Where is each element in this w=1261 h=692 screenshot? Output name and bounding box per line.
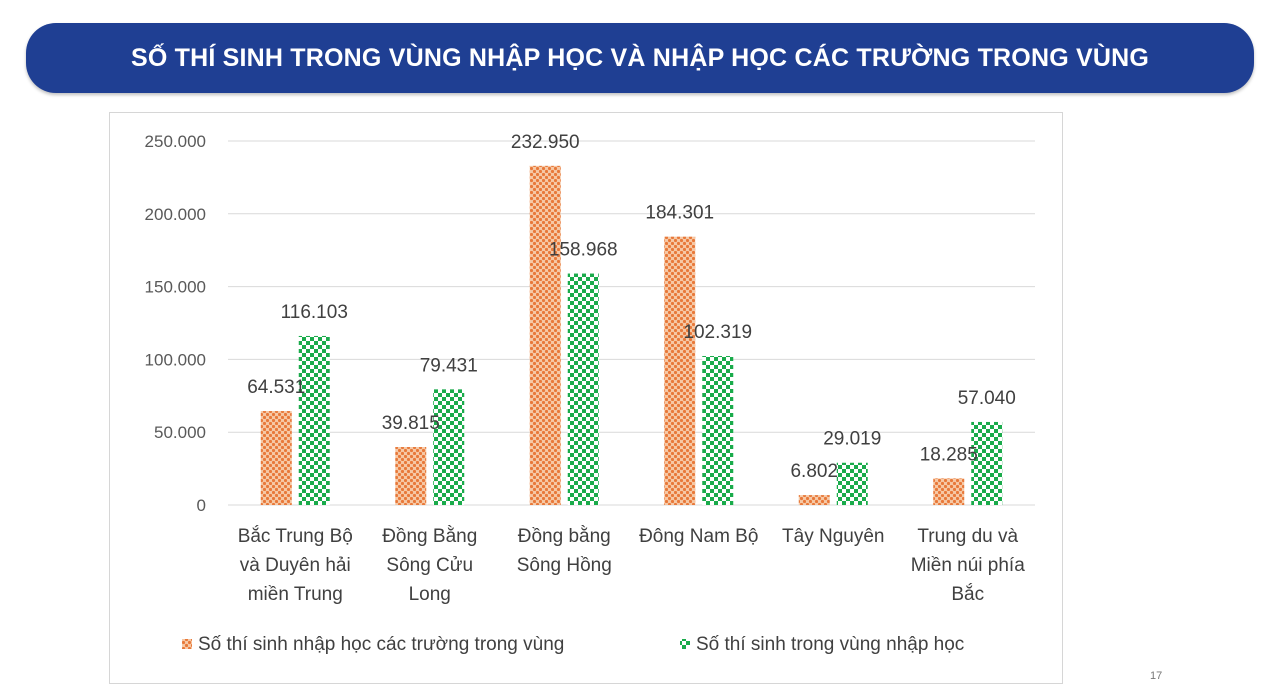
y-tick-label: 50.000 bbox=[154, 423, 206, 442]
category-label: Bắc bbox=[951, 583, 984, 605]
data-label: 39.815 bbox=[382, 413, 440, 434]
x-axis-categories: Bắc Trung Bộ và Duyên hải miền Trung Đồng B… bbox=[238, 525, 1026, 605]
data-label: 18.285 bbox=[920, 444, 978, 465]
data-label: 232.950 bbox=[511, 132, 580, 153]
data-label: 79.431 bbox=[420, 355, 478, 376]
category-label: Tây Nguyên bbox=[782, 526, 884, 547]
category-label: Đông Nam Bộ bbox=[639, 526, 758, 547]
bar-orange bbox=[260, 411, 292, 505]
y-tick-label: 150.000 bbox=[145, 278, 206, 297]
category-label: Sông Cửu bbox=[386, 555, 473, 576]
y-tick-label: 100.000 bbox=[145, 350, 206, 369]
bar-orange bbox=[664, 236, 696, 505]
bar-orange bbox=[529, 165, 561, 505]
legend-label: Số thí sinh nhập học các trường trong vù… bbox=[198, 634, 564, 655]
legend-swatch-orange bbox=[182, 639, 192, 649]
data-label: 184.301 bbox=[645, 203, 714, 224]
slide-number: 17 bbox=[1150, 670, 1163, 682]
bar-green bbox=[567, 273, 599, 505]
category-label: Long bbox=[409, 584, 451, 605]
category-label: miền Trung bbox=[248, 584, 343, 605]
chart-frame: 0 50.000 100.000 150.000 200.000 250.000 64.5… bbox=[109, 112, 1063, 684]
category-label: Trung du và bbox=[917, 526, 1018, 547]
category-label: Đồng bằng bbox=[518, 525, 611, 547]
banner-title: SỐ THÍ SINH TRONG VÙNG NHẬP HỌC VÀ NHẬP … bbox=[130, 43, 1150, 72]
y-tick-label: 0 bbox=[197, 496, 206, 515]
bar-green bbox=[298, 335, 330, 505]
data-label: 29.019 bbox=[823, 429, 881, 450]
y-tick-label: 200.000 bbox=[145, 205, 206, 224]
bar-orange bbox=[798, 495, 830, 505]
bar-green bbox=[971, 421, 1003, 505]
category-label: Bắc Trung Bộ bbox=[238, 525, 353, 547]
legend-swatch-green bbox=[680, 639, 690, 649]
bar-chart: 0 50.000 100.000 150.000 200.000 250.000 64.5… bbox=[145, 132, 1035, 655]
y-tick-label: 250.000 bbox=[145, 132, 206, 151]
category-label: Đồng Bằng bbox=[382, 525, 477, 547]
legend: Số thí sinh nhập học các trường trong vù… bbox=[182, 634, 964, 655]
data-labels: 64.531 116.103 39.815 79.431 232.950 158.968 1… bbox=[247, 132, 1016, 482]
bars bbox=[260, 165, 1003, 505]
bar-green bbox=[433, 389, 465, 505]
bar-orange bbox=[933, 478, 965, 505]
category-label: Sông Hồng bbox=[517, 555, 612, 576]
bar-green bbox=[836, 462, 868, 505]
category-label: Miền núi phía bbox=[911, 555, 1026, 576]
data-label: 64.531 bbox=[247, 377, 305, 398]
category-label: và Duyên hải bbox=[240, 555, 351, 576]
data-label: 158.968 bbox=[549, 240, 618, 261]
gridlines bbox=[228, 140, 1035, 506]
data-label: 6.802 bbox=[790, 461, 838, 482]
legend-label: Số thí sinh trong vùng nhập học bbox=[696, 634, 964, 655]
data-label: 57.040 bbox=[958, 388, 1016, 409]
data-label: 116.103 bbox=[281, 302, 348, 323]
title-banner: SỐ THÍ SINH TRONG VÙNG NHẬP HỌC VÀ NHẬP … bbox=[26, 23, 1254, 93]
y-axis-ticks: 0 50.000 100.000 150.000 200.000 250.000 bbox=[145, 132, 206, 515]
bar-orange bbox=[395, 447, 427, 505]
bar-green bbox=[702, 356, 734, 505]
data-label: 102.319 bbox=[683, 322, 752, 343]
